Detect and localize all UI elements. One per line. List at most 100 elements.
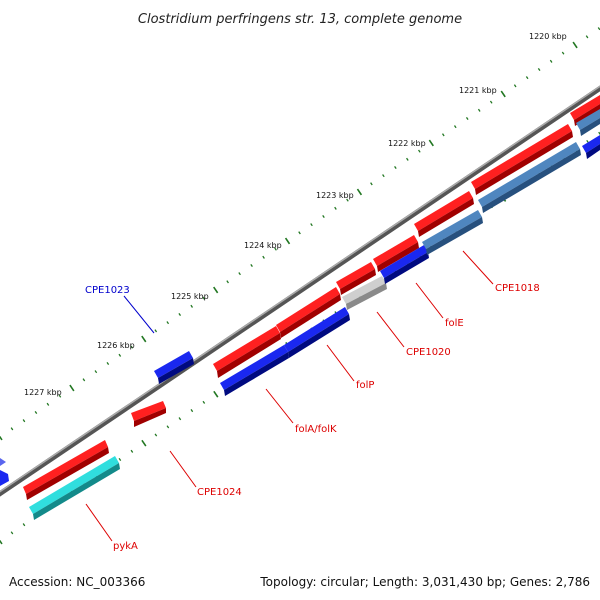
outer-tick bbox=[238, 272, 241, 276]
outer-tick bbox=[537, 67, 541, 72]
outer-tick bbox=[250, 263, 253, 268]
outer-tick bbox=[418, 149, 421, 153]
gene-label-CPE1024[interactable]: CPE1024 bbox=[197, 487, 242, 498]
outer-tick bbox=[22, 419, 26, 423]
outer-tick bbox=[284, 237, 291, 245]
outer-tick bbox=[310, 223, 313, 227]
inner-tick bbox=[130, 449, 134, 453]
tick-label-1227: 1227 kbp bbox=[24, 388, 62, 397]
tick-label-1223: 1223 kbp bbox=[316, 191, 354, 200]
feature-CPE1020-forward[interactable] bbox=[336, 262, 376, 295]
outer-tick bbox=[130, 345, 134, 349]
gene-label-CPE1018[interactable]: CPE1018 bbox=[495, 283, 540, 294]
outer-tick bbox=[0, 435, 3, 441]
feature-left-edge-blue[interactable] bbox=[0, 458, 9, 486]
feature-edge-reverse-blue[interactable] bbox=[582, 135, 600, 159]
outer-tick bbox=[585, 35, 589, 39]
inner-tick bbox=[190, 409, 194, 413]
outer-tick bbox=[334, 206, 337, 210]
gene-label-CPE1023[interactable]: CPE1023 bbox=[85, 285, 130, 296]
feature-CPE1019-steelblue[interactable] bbox=[422, 210, 483, 255]
forward-strand-features bbox=[23, 95, 600, 500]
gene-label-CPE1020[interactable]: CPE1020 bbox=[406, 347, 451, 358]
feature-CPE1018[interactable] bbox=[478, 142, 581, 213]
leader-pykA bbox=[85, 503, 113, 542]
leader-CPE1023 bbox=[123, 295, 155, 334]
inner-tick bbox=[0, 539, 3, 545]
outer-tick bbox=[453, 125, 457, 129]
outer-tick bbox=[118, 353, 122, 357]
gene-label-pykA[interactable]: pykA bbox=[113, 541, 138, 552]
map-title: Clostridium perfringens str. 13, complet… bbox=[138, 12, 462, 27]
inner-tick bbox=[178, 417, 182, 421]
outer-tick bbox=[58, 394, 62, 398]
outer-tick bbox=[561, 51, 565, 55]
outer-tick bbox=[370, 182, 373, 186]
feature-folP[interactable] bbox=[276, 287, 341, 338]
outer-tick bbox=[477, 108, 481, 112]
backbone bbox=[0, 85, 600, 497]
gene-label-folE[interactable]: folE bbox=[445, 318, 464, 329]
outer-tick bbox=[298, 231, 301, 235]
feature-folA-folK[interactable] bbox=[213, 326, 281, 378]
outer-tick bbox=[394, 165, 397, 170]
inner-tick bbox=[118, 457, 122, 461]
leader-folP bbox=[326, 344, 355, 382]
outer-tick bbox=[428, 139, 434, 147]
feature-edge-reverse-steelblue[interactable] bbox=[576, 109, 600, 136]
outer-tick bbox=[34, 410, 38, 415]
accession-text: Accession: NC_003366 bbox=[9, 575, 146, 589]
outer-tick bbox=[356, 188, 363, 196]
leader-folE bbox=[415, 282, 444, 319]
feature-CPE1023[interactable] bbox=[154, 351, 194, 384]
outer-tick bbox=[202, 296, 206, 300]
tick-label-1224: 1224 kbp bbox=[244, 241, 282, 250]
outer-tick bbox=[513, 84, 517, 88]
outer-tick bbox=[82, 378, 86, 382]
outer-tick bbox=[262, 255, 265, 259]
outer-tick bbox=[213, 286, 219, 294]
feature-folE[interactable] bbox=[373, 235, 419, 272]
inner-tick bbox=[586, 139, 589, 144]
feature-pykA[interactable] bbox=[29, 456, 120, 520]
outer-tick bbox=[525, 76, 529, 80]
outer-tick bbox=[10, 427, 14, 431]
outer-tick bbox=[69, 384, 75, 392]
outer-tick bbox=[154, 329, 158, 333]
gene-labels: CPE1018 folE CPE1020 folP folA/folK CPE1… bbox=[85, 283, 540, 552]
feature-CPE1024[interactable] bbox=[131, 401, 166, 427]
outer-tick bbox=[46, 402, 50, 406]
outer-tick bbox=[406, 157, 409, 161]
outer-tick bbox=[346, 198, 349, 202]
feature-CPE1018-forward[interactable] bbox=[471, 124, 573, 195]
leader-CPE1020 bbox=[376, 311, 405, 348]
outer-tick bbox=[322, 214, 325, 219]
outer-tick bbox=[166, 321, 170, 325]
feature-CPE1020[interactable] bbox=[342, 276, 387, 310]
outer-tick bbox=[274, 247, 277, 251]
outer-tick bbox=[106, 361, 110, 366]
feature-folE-reverse[interactable] bbox=[380, 245, 429, 284]
inner-tick bbox=[213, 390, 219, 398]
outer-tick bbox=[489, 100, 493, 104]
inner-tick bbox=[22, 523, 26, 527]
leader-lines bbox=[85, 250, 494, 542]
tick-label-1221: 1221 kbp bbox=[459, 86, 497, 95]
outer-tick bbox=[190, 304, 194, 308]
feature-CPE1019-forward[interactable] bbox=[414, 191, 474, 237]
outer-tick bbox=[141, 335, 147, 343]
leader-CPE1024 bbox=[169, 450, 197, 488]
tick-label-1225: 1225 kbp bbox=[171, 292, 209, 301]
leader-folA-folK bbox=[265, 388, 294, 424]
gene-label-folA-folK[interactable]: folA/folK bbox=[295, 424, 337, 435]
inner-tick bbox=[202, 400, 206, 404]
leader-CPE1018 bbox=[462, 250, 494, 285]
outer-tick bbox=[500, 90, 506, 98]
tick-labels: 1220 kbp 1221 kbp 1222 kbp 1223 kbp 1224… bbox=[24, 32, 567, 397]
outer-tick bbox=[465, 116, 469, 121]
feature-folP-reverse[interactable] bbox=[284, 307, 350, 358]
feature-pykA-forward[interactable] bbox=[23, 440, 109, 500]
gene-label-folP[interactable]: folP bbox=[356, 380, 374, 391]
feature-folA-folK-reverse[interactable] bbox=[220, 345, 289, 396]
